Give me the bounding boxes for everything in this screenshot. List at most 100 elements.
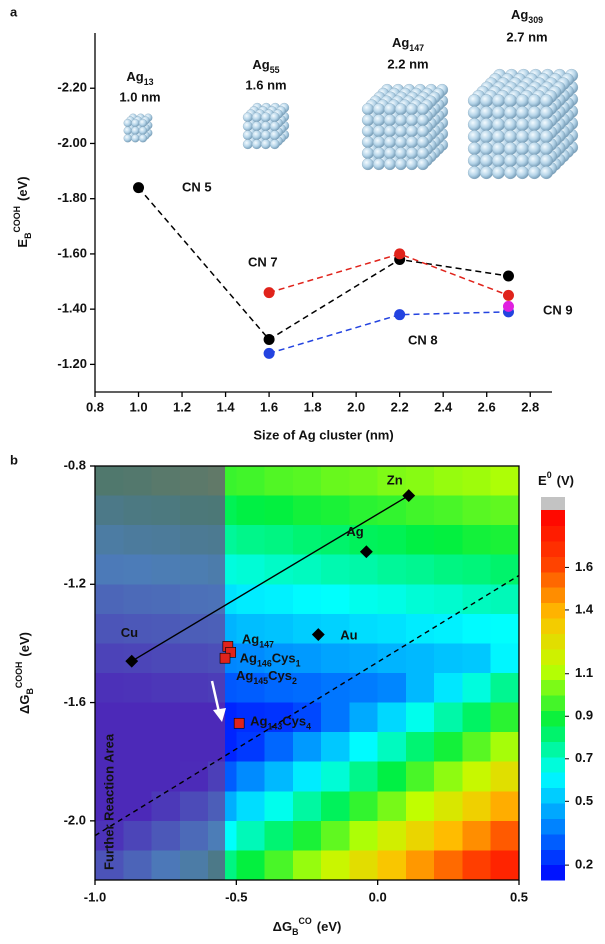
atom — [138, 126, 148, 135]
panel-label: a — [10, 4, 18, 19]
arrow — [210, 680, 221, 713]
atom — [479, 106, 493, 120]
point-label-part: 2 — [292, 677, 297, 687]
heatmap-cell — [264, 643, 294, 674]
plot-frame — [94, 465, 520, 881]
heatmap-cell — [292, 495, 322, 526]
heatmap-cell — [236, 850, 266, 881]
atom — [405, 158, 418, 171]
y-tick-label: -1.20 — [57, 356, 87, 371]
atom — [131, 126, 140, 135]
colorbar-tick-label: 0.5 — [575, 793, 593, 808]
colorbar-title-part: 0 — [547, 470, 552, 480]
heatmap-cell — [434, 850, 464, 881]
heatmap-cell — [264, 466, 294, 497]
heatmap-cell — [236, 554, 266, 585]
y-axis-title: ΔGBCOOH (eV) — [14, 632, 35, 714]
atom — [131, 118, 140, 128]
colorbar-band — [541, 864, 565, 881]
heatmap-cell — [434, 584, 464, 615]
heatmap-cell — [292, 702, 322, 733]
point — [311, 628, 325, 641]
heatmap-cell — [490, 702, 520, 733]
point — [125, 654, 139, 668]
atom — [269, 130, 280, 141]
atom — [251, 130, 262, 141]
colorbar-band — [541, 833, 565, 850]
atom — [479, 118, 493, 132]
atom — [416, 136, 429, 149]
heatmap-cell — [434, 732, 464, 763]
heatmap-cell — [292, 554, 322, 585]
heatmap-cell — [462, 820, 492, 852]
heatmap-cell — [490, 584, 520, 615]
atom — [251, 112, 262, 123]
atom — [269, 112, 280, 123]
point-label-part: Ag — [236, 669, 253, 684]
heatmap-cell — [405, 761, 435, 792]
heatmap-cell — [377, 584, 407, 615]
heatmap-cell — [462, 613, 492, 645]
y-tick-label: -1.40 — [57, 301, 87, 316]
x-tick-label: 0.5 — [510, 889, 528, 904]
heatmap-cell — [405, 791, 435, 822]
atom — [416, 158, 429, 171]
atom — [416, 147, 429, 160]
colorbar-band — [541, 849, 565, 866]
point — [225, 646, 236, 658]
atom — [539, 142, 553, 156]
heatmap-cell — [377, 554, 407, 585]
colorbar-band — [541, 648, 565, 665]
point-label-part: 143 — [268, 722, 283, 732]
point-label: Au — [340, 628, 357, 643]
point-label-part: 4 — [306, 722, 311, 732]
heatmap-cell — [264, 702, 294, 733]
atom — [383, 136, 396, 149]
colorbar-title-part: (V) — [557, 473, 574, 488]
atom — [479, 154, 493, 168]
arrow-head — [213, 708, 226, 722]
series-line — [268, 253, 509, 297]
heatmap-cell — [462, 495, 492, 526]
x-axis-title-part: B — [292, 927, 298, 937]
atom — [515, 118, 529, 132]
cluster-image — [123, 113, 153, 143]
atom — [467, 154, 481, 168]
heatmap-cell — [490, 554, 520, 585]
y-tick-label: -1.80 — [57, 190, 87, 205]
atom — [131, 134, 140, 143]
atom — [491, 106, 505, 120]
atom — [503, 154, 517, 168]
heatmap-cell — [292, 820, 322, 852]
y-axis-title-part: COOH — [14, 662, 24, 689]
series-line — [137, 187, 509, 341]
atom — [383, 158, 396, 171]
cluster-name-part: 13 — [144, 77, 154, 87]
heatmap-cell — [321, 525, 350, 556]
colorbar-over — [541, 497, 565, 510]
colorbar-band — [541, 725, 565, 742]
atom — [361, 147, 374, 160]
point-label-part: Cys — [272, 651, 296, 666]
point — [219, 652, 231, 664]
atom — [260, 130, 271, 141]
y-tick-label: -2.0 — [64, 812, 86, 827]
atom — [251, 139, 262, 150]
heatmap-cell — [377, 613, 407, 645]
heatmap-cell — [349, 761, 379, 792]
heatmap-cell — [321, 643, 350, 674]
point — [263, 287, 275, 299]
fit-line — [94, 574, 520, 837]
point-label-part: 145 — [253, 677, 268, 687]
heatmap-cell — [264, 732, 294, 763]
atom — [539, 154, 553, 168]
atom — [405, 114, 418, 127]
atom — [394, 103, 407, 116]
cluster-name-part: Ag — [392, 35, 409, 50]
heatmap-cell — [321, 761, 350, 792]
atom — [503, 106, 517, 120]
heatmap-cell — [349, 495, 379, 526]
heatmap-cell — [236, 466, 266, 497]
point — [263, 334, 275, 346]
